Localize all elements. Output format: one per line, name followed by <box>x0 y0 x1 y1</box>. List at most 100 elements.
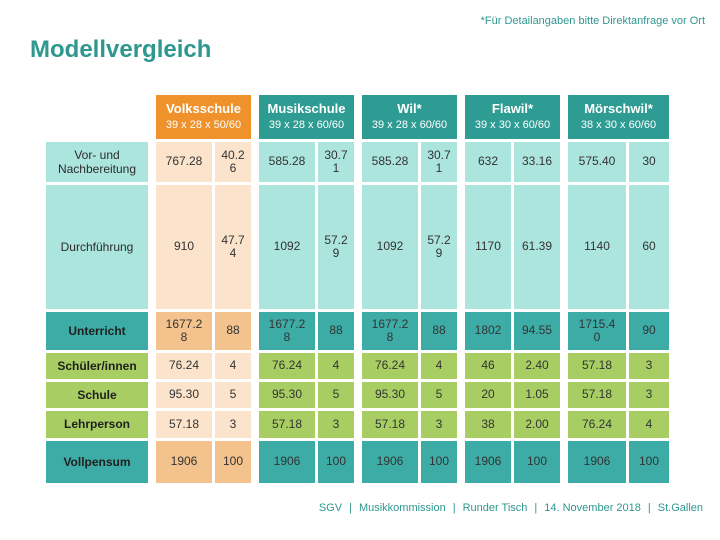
value-cell: 1677.28 <box>259 312 315 350</box>
value-cell: 1715.40 <box>568 312 626 350</box>
column-header-subtitle: 39 x 28 x 60/60 <box>268 119 345 132</box>
column-header-subtitle: 39 x 28 x 50/60 <box>165 119 242 132</box>
table-row: Schüler/innen 76.24 4 76.24 4 76.24 4 46 2.40 57.… <box>46 353 669 379</box>
page-title: Modellvergleich <box>30 36 212 63</box>
value-cell: 1906 <box>259 441 315 483</box>
value-cell: 94.55 <box>514 312 560 350</box>
column-header-name: Musikschule <box>267 101 346 117</box>
value-cell: 76.24 <box>568 411 626 438</box>
value-cell: 585.28 <box>362 142 418 182</box>
column-header-name: Mörschwil* <box>584 101 653 117</box>
row-label: Unterricht <box>46 312 148 350</box>
value-cell: 3 <box>629 382 669 408</box>
column-header: Flawil* 39 x 30 x 60/60 <box>465 95 560 139</box>
value-cell: 1170 <box>465 185 511 309</box>
value-cell: 1677.28 <box>362 312 418 350</box>
column-header: Musikschule 39 x 28 x 60/60 <box>259 95 354 139</box>
table-row: Unterricht 1677.28 88 1677.28 88 1677.28 88 180… <box>46 312 669 350</box>
value-cell: 1677.28 <box>156 312 212 350</box>
table-row: Durchführung 910 47.74 1092 57.29 1092 57.29 11… <box>46 185 669 309</box>
row-label: Schüler/innen <box>46 353 148 379</box>
column-header-subtitle: 39 x 30 x 60/60 <box>474 119 551 132</box>
column-header-subtitle: 38 x 30 x 60/60 <box>580 119 657 132</box>
value-cell: 4 <box>629 411 669 438</box>
value-cell: 2.00 <box>514 411 560 438</box>
value-cell: 57.18 <box>156 411 212 438</box>
table-row: Vor- und Nachbereitung 767.28 40.26 585.28 3… <box>46 142 669 182</box>
footer-item: 14. November 2018 <box>544 502 641 514</box>
value-cell: 100 <box>514 441 560 483</box>
footer-separator: | <box>647 502 651 514</box>
value-cell: 38 <box>465 411 511 438</box>
value-cell: 5 <box>215 382 251 408</box>
value-cell: 30.71 <box>318 142 354 182</box>
row-label: Vollpensum <box>46 441 148 483</box>
column-header: Volksschule 39 x 28 x 50/60 <box>156 95 251 139</box>
value-cell: 57.29 <box>421 185 457 309</box>
value-cell: 2.40 <box>514 353 560 379</box>
value-cell: 3 <box>629 353 669 379</box>
footer-item: SGV <box>318 502 343 514</box>
row-label: Durchführung <box>46 185 148 309</box>
value-cell: 57.29 <box>318 185 354 309</box>
column-header-name: Volksschule <box>166 101 241 117</box>
header-spacer <box>46 95 156 139</box>
row-label: Vor- und Nachbereitung <box>46 142 148 182</box>
column-header-subtitle: 39 x 28 x 60/60 <box>371 119 448 132</box>
value-cell: 30 <box>629 142 669 182</box>
value-cell: 1140 <box>568 185 626 309</box>
row-label: Schule <box>46 382 148 408</box>
column-header-name: Flawil* <box>491 101 534 117</box>
value-cell: 76.24 <box>156 353 212 379</box>
footer: SGV | Musikkommission | Runder Tisch | 14. Nov… <box>319 502 703 514</box>
value-cell: 1092 <box>259 185 315 309</box>
value-cell: 57.18 <box>362 411 418 438</box>
value-cell: 61.39 <box>514 185 560 309</box>
value-cell: 76.24 <box>259 353 315 379</box>
value-cell: 100 <box>318 441 354 483</box>
detail-note: *Für Detailangaben bitte Direktanfrage v… <box>480 15 705 27</box>
value-cell: 57.18 <box>568 382 626 408</box>
value-cell: 40.26 <box>215 142 251 182</box>
value-cell: 1906 <box>465 441 511 483</box>
value-cell: 20 <box>465 382 511 408</box>
value-cell: 88 <box>215 312 251 350</box>
value-cell: 90 <box>629 312 669 350</box>
value-cell: 100 <box>421 441 457 483</box>
value-cell: 5 <box>318 382 354 408</box>
value-cell: 100 <box>629 441 669 483</box>
table-row: Lehrperson 57.18 3 57.18 3 57.18 3 38 2.00 76.24 4 <box>46 411 669 438</box>
value-cell: 575.40 <box>568 142 626 182</box>
column-header: Wil* 39 x 28 x 60/60 <box>362 95 457 139</box>
value-cell: 632 <box>465 142 511 182</box>
value-cell: 57.18 <box>568 353 626 379</box>
value-cell: 95.30 <box>362 382 418 408</box>
value-cell: 88 <box>421 312 457 350</box>
value-cell: 88 <box>318 312 354 350</box>
table-row: Vollpensum 1906 100 1906 100 1906 100 1906 100 19… <box>46 441 669 483</box>
value-cell: 585.28 <box>259 142 315 182</box>
value-cell: 767.28 <box>156 142 212 182</box>
footer-item: St.Gallen <box>657 502 703 514</box>
column-header: Mörschwil* 38 x 30 x 60/60 <box>568 95 669 139</box>
value-cell: 3 <box>215 411 251 438</box>
footer-item: Runder Tisch <box>462 502 528 514</box>
value-cell: 5 <box>421 382 457 408</box>
value-cell: 1092 <box>362 185 418 309</box>
value-cell: 95.30 <box>259 382 315 408</box>
value-cell: 95.30 <box>156 382 212 408</box>
footer-separator: | <box>349 502 352 514</box>
value-cell: 4 <box>215 353 251 379</box>
value-cell: 33.16 <box>514 142 560 182</box>
value-cell: 3 <box>318 411 354 438</box>
value-cell: 46 <box>465 353 511 379</box>
footer-item: Musikkommission <box>358 502 446 514</box>
value-cell: 1.05 <box>514 382 560 408</box>
value-cell: 30.71 <box>421 142 457 182</box>
value-cell: 1906 <box>568 441 626 483</box>
value-cell: 47.74 <box>215 185 251 309</box>
value-cell: 1906 <box>362 441 418 483</box>
value-cell: 76.24 <box>362 353 418 379</box>
value-cell: 3 <box>421 411 457 438</box>
